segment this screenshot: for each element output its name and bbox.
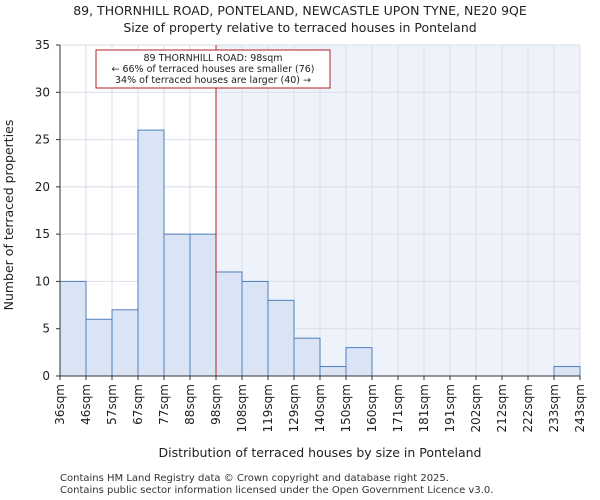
x-tick-label-212sqm: 212sqm	[495, 384, 509, 432]
x-tick-label-160sqm: 160sqm	[365, 384, 379, 432]
bar-57sqm	[111, 309, 139, 377]
y-tick-label: 35	[35, 38, 50, 52]
x-tick-label-67sqm: 67sqm	[131, 384, 145, 425]
y-tick-label: 5	[42, 322, 50, 336]
y-tick-label: 10	[35, 274, 50, 288]
x-tick-label-181sqm: 181sqm	[417, 384, 431, 432]
annotation-line-2: ← 66% of terraced houses are smaller (76…	[111, 64, 314, 75]
annotation-line-1: 89 THORNHILL ROAD: 98sqm	[143, 53, 282, 64]
x-tick-label-243sqm: 243sqm	[573, 384, 587, 432]
y-axis-title: Number of terraced properties	[1, 120, 16, 311]
x-tick-label-119sqm: 119sqm	[261, 384, 275, 432]
x-tick-label-36sqm: 36sqm	[53, 384, 67, 425]
footer-line-1: Contains HM Land Registry data © Crown c…	[60, 473, 449, 484]
x-tick-label-46sqm: 46sqm	[79, 384, 93, 425]
footer-line-2: Contains public sector information licen…	[60, 485, 494, 496]
y-tick-label: 15	[35, 227, 50, 241]
x-tick-label-108sqm: 108sqm	[235, 384, 249, 432]
x-tick-label-233sqm: 233sqm	[547, 384, 561, 432]
bar-108sqm	[241, 280, 269, 377]
y-tick-label: 0	[42, 369, 50, 383]
y-tick-label: 30	[35, 85, 50, 99]
bar-119sqm	[267, 299, 295, 377]
chart-title: 89, THORNHILL ROAD, PONTELAND, NEWCASTLE…	[73, 3, 527, 18]
bar-36sqm	[59, 280, 87, 377]
x-tick-label-202sqm: 202sqm	[469, 384, 483, 432]
x-tick-label-88sqm: 88sqm	[183, 384, 197, 425]
bar-88sqm	[189, 233, 217, 377]
x-tick-label-129sqm: 129sqm	[287, 384, 301, 432]
annotation-line-3: 34% of terraced houses are larger (40) →	[115, 75, 311, 86]
bar-233sqm	[553, 366, 581, 377]
bar-98sqm	[215, 271, 243, 377]
bar-150sqm	[345, 347, 373, 377]
bar-129sqm	[293, 337, 321, 377]
annotation-box: 89 THORNHILL ROAD: 98sqm ← 66% of terrac…	[95, 49, 331, 89]
bar-46sqm	[85, 318, 113, 377]
bar-140sqm	[319, 366, 347, 377]
x-tick-label-57sqm: 57sqm	[105, 384, 119, 425]
x-tick-label-98sqm: 98sqm	[209, 384, 223, 425]
x-tick-label-171sqm: 171sqm	[391, 384, 405, 432]
x-tick-label-222sqm: 222sqm	[521, 384, 535, 432]
x-tick-label-150sqm: 150sqm	[339, 384, 353, 432]
x-axis-title: Distribution of terraced houses by size …	[158, 445, 481, 460]
y-tick-label: 20	[35, 180, 50, 194]
x-tick-label-191sqm: 191sqm	[443, 384, 457, 432]
x-tick-label-77sqm: 77sqm	[157, 384, 171, 425]
x-tick-label-140sqm: 140sqm	[313, 384, 327, 432]
bar-77sqm	[163, 233, 191, 377]
chart-subtitle: Size of property relative to terraced ho…	[123, 20, 477, 35]
y-tick-label: 25	[35, 133, 50, 147]
bar-67sqm	[137, 129, 165, 377]
